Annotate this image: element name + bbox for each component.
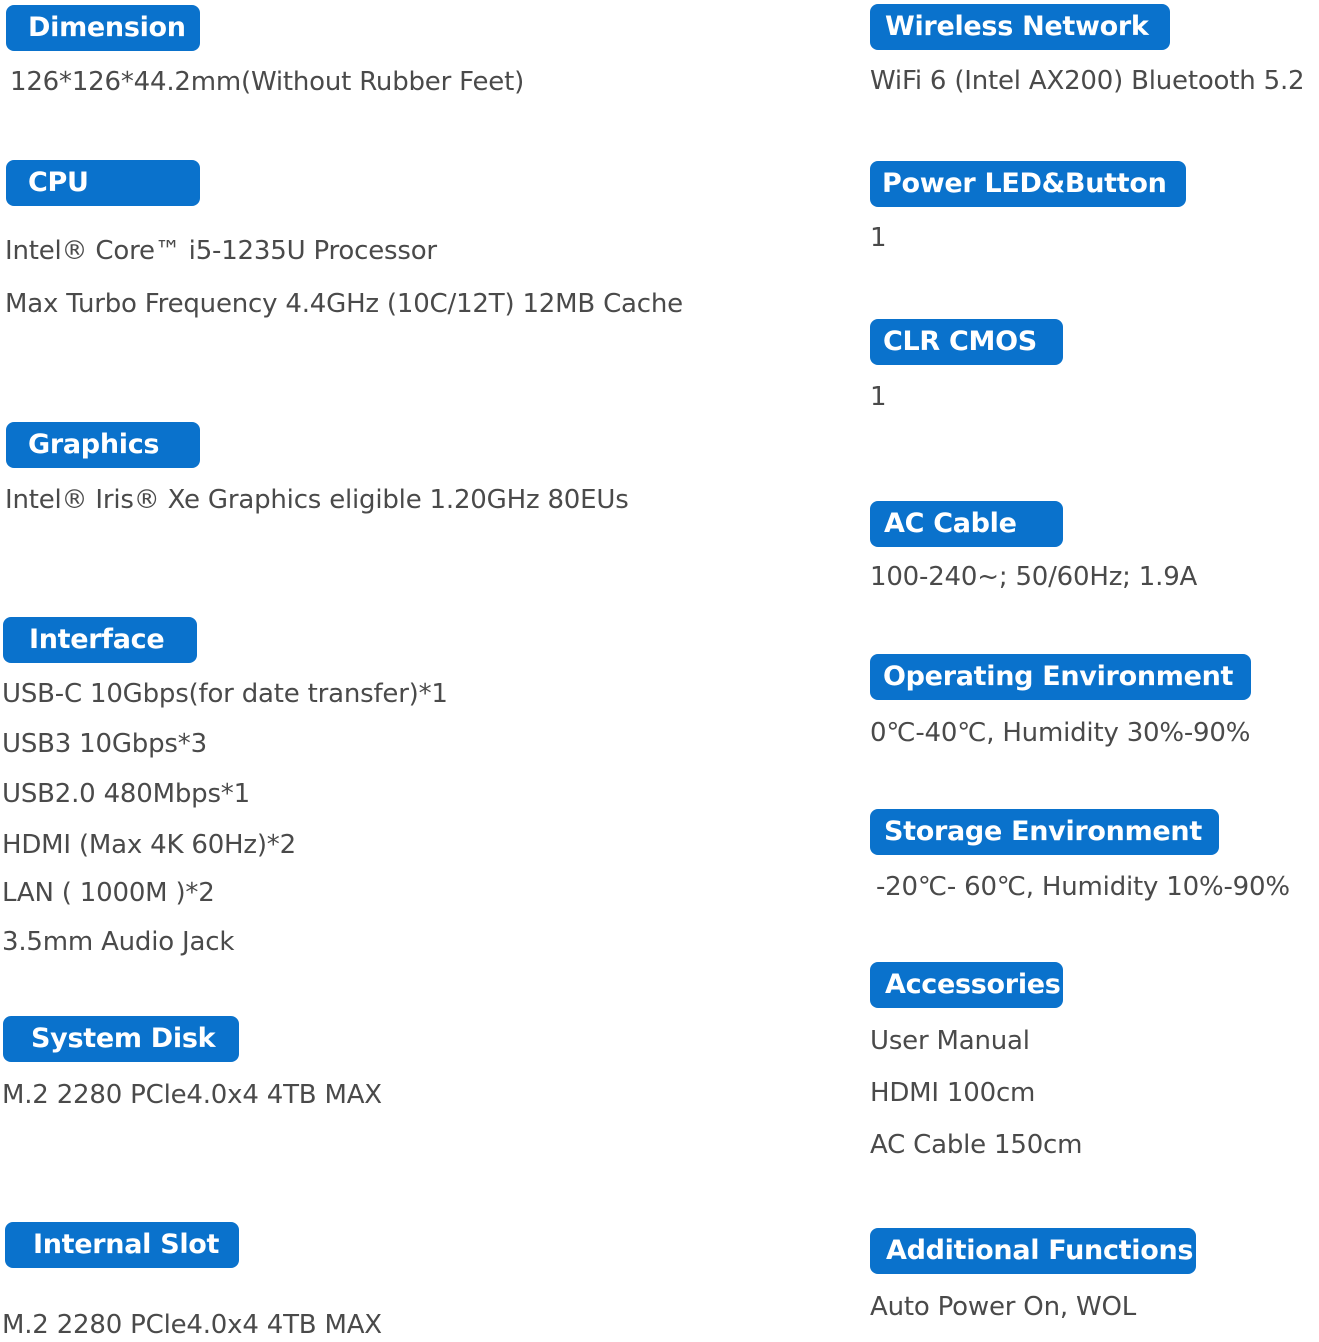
spec-value: Max Turbo Frequency 4.4GHz (10C/12T) 12M…: [5, 289, 683, 319]
spec-value: Auto Power On, WOL: [870, 1292, 1137, 1322]
spec-value: -20℃- 60℃, Humidity 10%-90%: [876, 872, 1290, 902]
spec-value: LAN ( 1000M )*2: [2, 878, 215, 908]
spec-value: 126*126*44.2mm(Without Rubber Feet): [10, 67, 525, 97]
spec-value: AC Cable 150cm: [870, 1130, 1083, 1160]
spec-value: 3.5mm Audio Jack: [2, 927, 235, 957]
spec-value: USB3 10Gbps*3: [2, 729, 207, 759]
spec-value: 1: [870, 223, 887, 253]
section-title-storage-environment: Storage Environment: [870, 809, 1219, 855]
spec-value: USB-C 10Gbps(for date transfer)*1: [2, 679, 448, 709]
spec-value: HDMI (Max 4K 60Hz)*2: [2, 830, 296, 860]
section-title-system-disk: System Disk: [3, 1016, 239, 1062]
spec-value: 0℃-40℃, Humidity 30%-90%: [870, 718, 1251, 748]
spec-value: HDMI 100cm: [870, 1078, 1036, 1108]
section-title-interface: Interface: [3, 617, 197, 663]
spec-value: USB2.0 480Mbps*1: [2, 779, 250, 809]
section-title-ac-cable: AC Cable: [870, 501, 1063, 547]
spec-value: 1: [870, 382, 887, 412]
section-title-power-led-button: Power LED&Button: [870, 161, 1186, 207]
spec-value: Intel® Core™ i5-1235U Processor: [5, 236, 437, 266]
section-title-accessories: Accessories: [870, 962, 1063, 1008]
section-title-clr-cmos: CLR CMOS: [870, 319, 1063, 365]
section-title-cpu: CPU: [6, 160, 200, 206]
spec-value: M.2 2280 PCle4.0x4 4TB MAX: [2, 1080, 382, 1110]
spec-value: User Manual: [870, 1026, 1030, 1056]
spec-value: Intel® Iris® Xe Graphics eligible 1.20GH…: [5, 485, 629, 515]
section-title-operating-environment: Operating Environment: [870, 654, 1251, 700]
spec-value: 100-240~; 50/60Hz; 1.9A: [870, 562, 1198, 592]
section-title-internal-slot: Internal Slot: [5, 1222, 239, 1268]
spec-value: WiFi 6 (Intel AX200) Bluetooth 5.2: [870, 66, 1305, 96]
section-title-additional-functions: Additional Functions: [870, 1228, 1196, 1274]
spec-value: M.2 2280 PCle4.0x4 4TB MAX: [2, 1310, 382, 1340]
section-title-dimension: Dimension: [6, 5, 200, 51]
section-title-wireless-network: Wireless Network: [870, 4, 1170, 50]
section-title-graphics: Graphics: [6, 422, 200, 468]
